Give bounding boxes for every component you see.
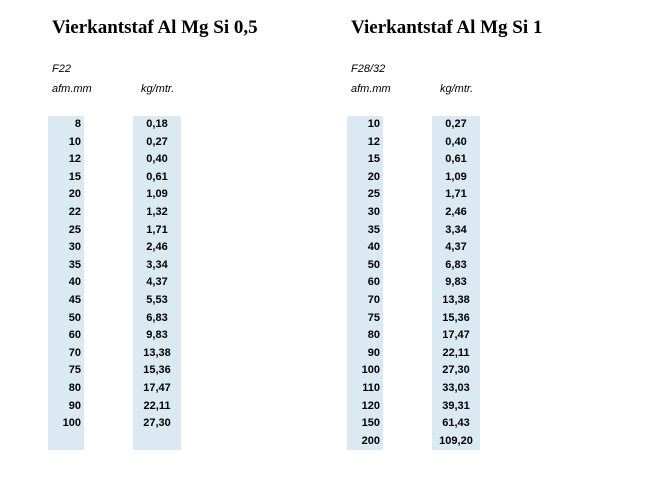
- kg-cell: 1,71: [146, 223, 168, 236]
- kg-cell: [133, 433, 181, 451]
- kg-cell: 4,37: [445, 241, 467, 254]
- afm-cell: 15: [367, 153, 380, 166]
- afm-cell: 100: [361, 364, 380, 377]
- kg-cell: 1,32: [146, 205, 168, 218]
- column-header-afm: afm.mm: [52, 83, 92, 95]
- kg-cell: 17,47: [143, 381, 171, 394]
- kg-cell: 39,31: [442, 399, 470, 412]
- afm-cell: 20: [367, 170, 380, 183]
- kg-cell: 33,03: [442, 381, 470, 394]
- afm-cell: 22: [68, 205, 81, 218]
- section-title: Vierkantstaf Al Mg Si 1: [351, 17, 543, 38]
- kg-cell: 3,34: [445, 223, 467, 236]
- section-title: Vierkantstaf Al Mg Si 0,5: [52, 17, 258, 38]
- afm-column: 8 10 12 15 20 22 25 30 35 40 45 50 60 70 75 80 90 100: [48, 116, 84, 451]
- afm-cell: 15: [68, 170, 81, 183]
- afm-cell: 70: [367, 293, 380, 306]
- afm-cell: 120: [361, 399, 380, 412]
- kg-cell: 0,27: [445, 118, 467, 130]
- afm-cell: 80: [68, 381, 81, 394]
- afm-cell: 80: [367, 329, 380, 342]
- spec-label: F22: [52, 63, 71, 75]
- afm-cell: 10: [367, 118, 380, 130]
- kg-cell: 9,83: [445, 276, 467, 289]
- afm-cell: 35: [367, 223, 380, 236]
- afm-cell: 75: [367, 311, 380, 324]
- kg-cell: 0,40: [146, 153, 168, 166]
- kg-cell: 61,43: [442, 417, 470, 430]
- kg-cell: 15,36: [143, 364, 171, 377]
- afm-cell: 35: [68, 258, 81, 271]
- kg-cell: 6,83: [445, 258, 467, 271]
- afm-cell: 150: [361, 417, 380, 430]
- spec-label: F28/32: [351, 63, 386, 75]
- kg-cell: 3,34: [146, 258, 168, 271]
- afm-cell: 40: [68, 276, 81, 289]
- afm-cell: 100: [62, 417, 81, 430]
- kg-cell: 22,11: [143, 399, 171, 412]
- kg-column: 0,27 0,40 0,61 1,09 1,71 2,46 3,34 4,37 6,83 9,83…: [432, 116, 480, 451]
- kg-cell: 2,46: [146, 241, 168, 254]
- afm-cell: 12: [367, 135, 380, 148]
- afm-cell: 90: [68, 399, 81, 412]
- afm-cell: 30: [367, 205, 380, 218]
- kg-cell: 13,38: [143, 346, 171, 359]
- afm-cell: 12: [68, 153, 81, 166]
- afm-cell: 75: [68, 364, 81, 377]
- afm-cell: 70: [68, 346, 81, 359]
- kg-cell: 27,30: [442, 364, 470, 377]
- afm-cell: 60: [367, 276, 380, 289]
- afm-cell: 90: [367, 346, 380, 359]
- kg-cell: 22,11: [442, 346, 470, 359]
- afm-cell: 20: [68, 188, 81, 201]
- afm-cell: 200: [361, 434, 380, 447]
- afm-cell: 40: [367, 241, 380, 254]
- kg-cell: 0,40: [445, 135, 467, 148]
- afm-cell: 45: [68, 293, 81, 306]
- afm-cell: 25: [367, 188, 380, 201]
- kg-cell: 5,53: [146, 293, 168, 306]
- column-header-kg: kg/mtr.: [141, 83, 175, 95]
- kg-cell: 0,61: [146, 170, 168, 183]
- kg-cell: 0,18: [146, 118, 168, 130]
- afm-cell: 60: [68, 329, 81, 342]
- afm-cell: [48, 433, 84, 451]
- column-header-kg: kg/mtr.: [440, 83, 474, 95]
- kg-cell: 1,09: [445, 170, 467, 183]
- afm-cell: 30: [68, 241, 81, 254]
- afm-column: 10 12 15 20 25 30 35 40 50 60 70 75 80 90 100 110 120 150…: [347, 116, 383, 451]
- afm-cell: 50: [68, 311, 81, 324]
- afm-cell: 25: [68, 223, 81, 236]
- kg-cell: 6,83: [146, 311, 168, 324]
- kg-cell: 17,47: [442, 329, 470, 342]
- kg-cell: 2,46: [445, 205, 467, 218]
- kg-cell: 0,27: [146, 135, 168, 148]
- kg-cell: 9,83: [146, 329, 168, 342]
- kg-cell: 15,36: [442, 311, 470, 324]
- kg-cell: 1,71: [445, 188, 467, 201]
- kg-cell: 27,30: [143, 417, 171, 430]
- afm-cell: 8: [74, 118, 81, 130]
- kg-cell: 1,09: [146, 188, 168, 201]
- column-header-afm: afm.mm: [351, 83, 391, 95]
- afm-cell: 50: [367, 258, 380, 271]
- kg-cell: 4,37: [146, 276, 168, 289]
- kg-column: 0,18 0,27 0,40 0,61 1,09 1,32 1,71 2,46 3,34 4,37…: [133, 116, 181, 451]
- kg-cell: 13,38: [442, 293, 470, 306]
- afm-cell: 10: [68, 135, 81, 148]
- kg-cell: 0,61: [445, 153, 467, 166]
- afm-cell: 110: [362, 381, 380, 394]
- kg-cell: 109,20: [439, 434, 473, 447]
